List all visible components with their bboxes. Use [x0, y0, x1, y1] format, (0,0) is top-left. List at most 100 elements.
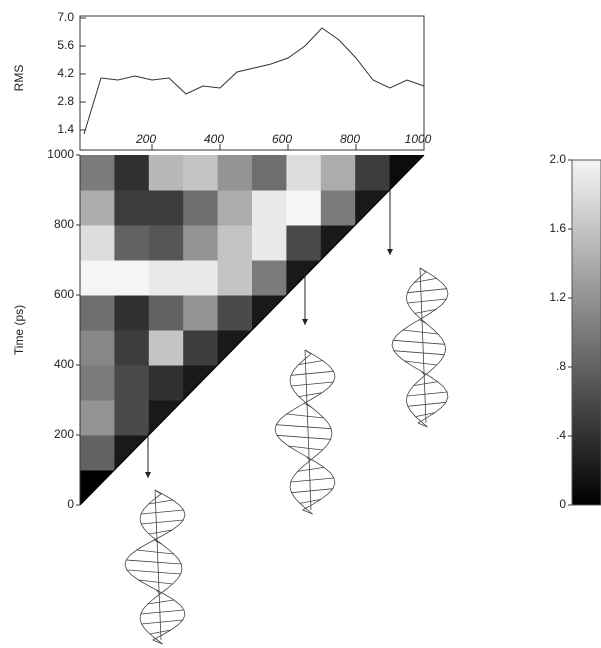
heat-cell	[286, 190, 321, 226]
heat-cell	[80, 400, 115, 436]
y-tick-label: 400	[54, 357, 74, 371]
y-tick-label: 800	[54, 217, 74, 231]
heat-cell	[149, 260, 184, 296]
molecule	[392, 268, 448, 427]
colorbar-tick-label: 0	[559, 497, 566, 511]
rms-axis-title: RMS	[12, 65, 26, 92]
colorbar-tick-label: .4	[556, 428, 566, 442]
heat-cell	[355, 155, 390, 191]
base-pair	[291, 489, 332, 493]
heat-cell	[149, 225, 184, 261]
heat-cell	[183, 190, 218, 226]
x-tick-label: 600	[272, 132, 292, 146]
heat-cell	[149, 190, 184, 226]
heat-cell	[218, 190, 253, 226]
base-pair	[276, 425, 331, 429]
heat-cell	[183, 225, 218, 261]
heat-cell	[114, 400, 149, 436]
molecule	[125, 490, 185, 644]
base-pair	[418, 423, 428, 427]
y-tick-label: 600	[54, 287, 74, 301]
heat-cell	[80, 155, 115, 191]
time-axis-title: Time (ps)	[12, 305, 26, 355]
heat-cell	[218, 225, 253, 261]
colorbar	[572, 160, 601, 505]
heat-cell	[80, 190, 115, 226]
base-pair	[408, 402, 446, 406]
base-pair	[393, 340, 445, 344]
strand	[140, 494, 182, 644]
heat-cell	[114, 365, 149, 401]
base-pair	[407, 392, 447, 396]
base-pair	[141, 520, 183, 524]
heat-cell	[114, 295, 149, 331]
heat-cell	[218, 295, 253, 331]
x-tick-label: 400	[204, 132, 224, 146]
heat-cell	[80, 225, 115, 261]
rms-line	[84, 28, 424, 134]
base-pair	[277, 435, 331, 439]
heat-cell	[218, 155, 253, 191]
heat-cell	[114, 225, 149, 261]
heat-cell	[80, 330, 115, 366]
heat-cell	[252, 260, 287, 296]
colorbar-tick-label: 2.0	[549, 152, 566, 166]
colorbar-tick-label: 1.2	[549, 290, 566, 304]
heat-cell	[321, 155, 356, 191]
heat-cell	[286, 155, 321, 191]
heat-cell	[149, 155, 184, 191]
heat-cell	[114, 190, 149, 226]
x-tick-label: 200	[135, 132, 156, 146]
molecule	[275, 350, 335, 514]
colorbar-tick-label: 1.6	[549, 221, 566, 235]
strand	[406, 272, 445, 427]
heat-cell	[183, 155, 218, 191]
heat-cell	[252, 190, 287, 226]
heat-cell	[114, 155, 149, 191]
heat-cell	[149, 365, 184, 401]
base-pair	[291, 478, 334, 482]
colorbar-tick-label: .8	[556, 359, 566, 373]
figure: RMS Time (ps) 1.42.84.25.67.020040060080…	[0, 0, 601, 648]
heat-cell	[80, 295, 115, 331]
base-pair	[126, 560, 181, 564]
heat-cell	[183, 295, 218, 331]
base-pair	[137, 550, 174, 554]
y-tick-label: 2.8	[57, 94, 74, 108]
x-tick-label: 800	[340, 132, 360, 146]
heat-cell	[80, 435, 115, 471]
base-pair	[303, 510, 313, 514]
heat-cell	[149, 330, 184, 366]
heat-cell	[114, 330, 149, 366]
heat-cell	[252, 225, 287, 261]
x-tick-label: 1000	[405, 132, 432, 146]
heat-cell	[183, 330, 218, 366]
y-tick-label: 5.6	[57, 38, 74, 52]
heat-cell	[286, 225, 321, 261]
base-pair	[407, 299, 446, 303]
base-pair	[394, 351, 445, 355]
y-tick-label: 7.0	[57, 10, 74, 24]
y-tick-label: 200	[54, 427, 74, 441]
base-pair	[291, 371, 334, 375]
base-pair	[127, 570, 181, 574]
heat-cell	[321, 190, 356, 226]
base-pair	[141, 620, 182, 624]
heat-cell	[252, 155, 287, 191]
base-pair	[287, 414, 324, 418]
y-tick-label: 4.2	[57, 66, 74, 80]
base-pair	[141, 610, 184, 614]
y-tick-label: 1000	[47, 147, 74, 161]
base-pair	[291, 382, 333, 386]
base-pair	[407, 289, 446, 293]
strand	[290, 354, 332, 514]
heat-cell	[80, 260, 115, 296]
arrow-head	[387, 249, 393, 255]
arrow-head	[145, 472, 151, 478]
base-pair	[141, 510, 184, 514]
heat-cell	[114, 260, 149, 296]
plot-frame	[80, 16, 424, 150]
heat-cell	[80, 365, 115, 401]
heat-cell	[218, 260, 253, 296]
y-tick-label: 0	[67, 497, 74, 511]
